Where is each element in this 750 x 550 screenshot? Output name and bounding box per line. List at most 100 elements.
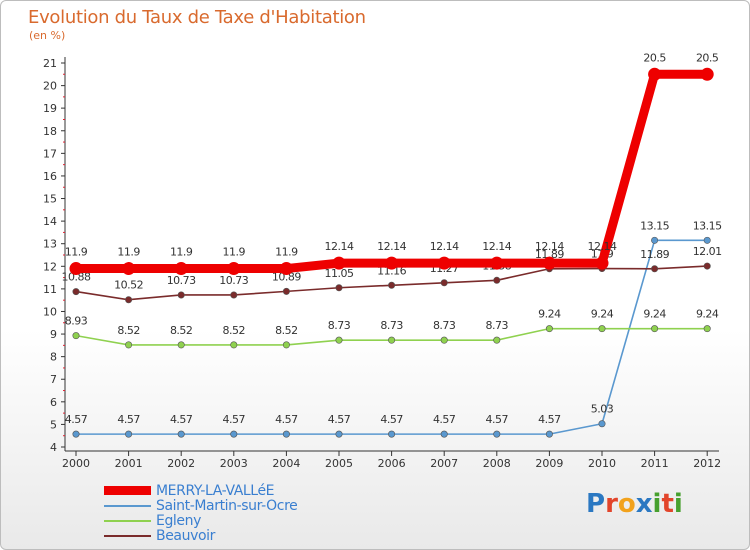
logo-letter: r xyxy=(605,489,618,519)
data-label: 11.89 xyxy=(640,248,669,261)
logo-letter: P xyxy=(586,489,606,519)
logo-letter: i xyxy=(673,489,683,519)
x-tick-label: 2005 xyxy=(325,457,353,470)
legend-swatch xyxy=(104,519,151,522)
series-point xyxy=(651,265,659,273)
legend-label: MERRY-LA-VALLéE xyxy=(156,482,275,499)
x-tick-label: 2001 xyxy=(115,457,143,470)
y-tick-label: 21 xyxy=(43,57,57,70)
logo-letter: t xyxy=(661,489,674,519)
legend-swatch xyxy=(104,504,151,507)
series-point xyxy=(440,279,448,287)
x-tick-label: 2012 xyxy=(693,457,721,470)
series-point xyxy=(122,262,136,276)
y-tick-label: 4 xyxy=(50,441,57,454)
series-point xyxy=(72,332,80,340)
x-tick-label: 2007 xyxy=(430,457,458,470)
series-point xyxy=(177,430,185,438)
series-point xyxy=(279,262,293,276)
series-point xyxy=(545,325,553,333)
y-tick-label: 18 xyxy=(43,125,57,138)
data-label: 9.24 xyxy=(643,308,666,321)
x-tick-label: 2006 xyxy=(378,457,406,470)
series-point xyxy=(227,262,241,276)
data-label: 9.24 xyxy=(538,308,561,321)
series-point xyxy=(177,341,185,349)
data-label: 11.9 xyxy=(223,246,246,259)
x-tick-label: 2008 xyxy=(483,457,511,470)
data-label: 13.15 xyxy=(640,219,669,232)
data-label: 4.57 xyxy=(65,413,88,426)
series-point xyxy=(440,336,448,344)
x-tick-label: 2003 xyxy=(220,457,248,470)
legend-swatch xyxy=(104,534,151,537)
data-label: 12.01 xyxy=(693,245,722,258)
x-tick-label: 2002 xyxy=(167,457,195,470)
y-tick-label: 15 xyxy=(43,193,57,206)
legend-item: MERRY-LA-VALLéE xyxy=(104,482,297,499)
data-label: 8.52 xyxy=(117,324,140,337)
data-label: 11.89 xyxy=(535,248,564,261)
series-point xyxy=(651,236,659,244)
data-label: 11.9 xyxy=(275,246,298,259)
series-point xyxy=(335,336,343,344)
data-label: 8.73 xyxy=(380,319,403,332)
data-label: 20.5 xyxy=(696,51,719,64)
series-point xyxy=(703,262,711,270)
data-label: 4.57 xyxy=(433,413,456,426)
logo-letter: i xyxy=(652,489,662,519)
y-tick-label: 7 xyxy=(50,373,57,386)
series-point xyxy=(335,284,343,292)
series-point xyxy=(125,296,133,304)
legend: MERRY-LA-VALLéE Saint-Martin-sur-Ocre Egle… xyxy=(104,482,298,544)
series-point xyxy=(69,262,83,276)
series-point xyxy=(493,276,501,284)
series-point xyxy=(493,430,501,438)
data-label: 8.73 xyxy=(433,319,456,332)
series-point xyxy=(230,430,238,438)
data-label: 4.57 xyxy=(328,413,351,426)
legend-swatch xyxy=(104,486,151,495)
series-point xyxy=(282,287,290,295)
chart-title: Evolution du Taux de Taxe d'Habitation xyxy=(28,7,366,28)
logo-letter: x xyxy=(635,489,653,519)
data-label: 12.14 xyxy=(482,240,511,253)
series-point xyxy=(595,256,609,270)
series-point xyxy=(332,256,346,270)
series-point xyxy=(700,67,714,81)
data-label: 8.73 xyxy=(486,319,509,332)
series-point xyxy=(72,288,80,296)
data-label: 4.57 xyxy=(170,413,193,426)
legend-label: Egleny xyxy=(156,512,201,529)
series-point xyxy=(230,291,238,299)
series-point xyxy=(125,341,133,349)
series-point xyxy=(703,325,711,333)
series-point xyxy=(230,341,238,349)
series-point xyxy=(125,430,133,438)
y-tick-label: 14 xyxy=(43,215,57,228)
series-point xyxy=(493,336,501,344)
data-label: 8.73 xyxy=(328,319,351,332)
y-tick-label: 9 xyxy=(50,328,57,341)
series-point xyxy=(490,256,504,270)
data-label: 4.57 xyxy=(486,413,509,426)
data-label: 9.24 xyxy=(696,308,719,321)
x-tick-label: 2000 xyxy=(62,457,90,470)
data-label: 10.52 xyxy=(114,279,143,292)
data-label: 13.15 xyxy=(693,219,722,232)
data-label: 4.57 xyxy=(275,413,298,426)
data-label: 11.9 xyxy=(170,246,193,259)
series-point xyxy=(177,291,185,299)
data-label: 9.24 xyxy=(591,308,614,321)
series-point xyxy=(648,67,662,81)
series-point xyxy=(388,430,396,438)
series-point xyxy=(72,430,80,438)
x-tick-label: 2004 xyxy=(272,457,300,470)
data-label: 8.52 xyxy=(223,324,246,337)
series-point xyxy=(335,430,343,438)
data-label: 12.14 xyxy=(535,240,564,253)
y-tick-label: 12 xyxy=(43,260,57,273)
series-point xyxy=(703,236,711,244)
data-label: 4.57 xyxy=(117,413,140,426)
